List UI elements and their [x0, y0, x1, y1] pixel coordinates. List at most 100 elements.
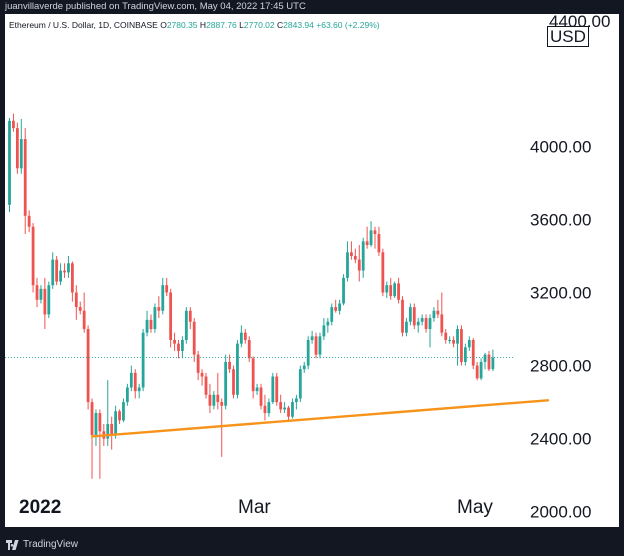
candle[interactable]	[267, 398, 271, 417]
candle[interactable]	[82, 292, 86, 333]
candle[interactable]	[287, 405, 290, 421]
candle[interactable]	[440, 292, 444, 337]
candle[interactable]	[35, 277, 39, 308]
candle[interactable]	[232, 365, 235, 399]
candle[interactable]	[377, 226, 381, 256]
candle[interactable]	[129, 365, 133, 392]
candle[interactable]	[487, 350, 491, 372]
candle[interactable]	[412, 303, 416, 330]
candle[interactable]	[302, 361, 306, 373]
candle[interactable]	[39, 285, 43, 304]
candle[interactable]	[259, 383, 263, 410]
candle[interactable]	[78, 301, 82, 315]
candle[interactable]	[90, 398, 94, 479]
candle[interactable]	[361, 237, 365, 278]
candle[interactable]	[416, 318, 420, 333]
candle[interactable]	[74, 285, 78, 320]
candle[interactable]	[145, 310, 149, 337]
candle[interactable]	[397, 277, 400, 304]
candle[interactable]	[365, 226, 369, 249]
candle[interactable]	[192, 318, 196, 362]
candle[interactable]	[169, 288, 173, 348]
candle[interactable]	[298, 365, 302, 403]
candle[interactable]	[385, 281, 389, 298]
candle[interactable]	[310, 330, 314, 344]
candle[interactable]	[188, 307, 192, 330]
candle[interactable]	[342, 274, 345, 306]
candle[interactable]	[228, 354, 231, 373]
candle[interactable]	[475, 361, 479, 381]
candle[interactable]	[98, 409, 102, 479]
candle[interactable]	[251, 356, 255, 399]
candle[interactable]	[200, 369, 204, 386]
candle[interactable]	[463, 343, 467, 366]
candle[interactable]	[373, 226, 377, 249]
candle[interactable]	[420, 314, 424, 326]
candle[interactable]	[12, 113, 15, 132]
candle[interactable]	[283, 402, 286, 414]
candle[interactable]	[184, 307, 188, 344]
candle[interactable]	[59, 263, 62, 286]
candle[interactable]	[157, 296, 161, 319]
candle[interactable]	[137, 383, 141, 399]
candle[interactable]	[460, 325, 463, 366]
candle[interactable]	[452, 336, 455, 348]
candle[interactable]	[204, 372, 208, 399]
candle[interactable]	[471, 338, 475, 370]
candle[interactable]	[55, 255, 59, 286]
candle[interactable]	[306, 336, 310, 370]
candle[interactable]	[118, 409, 121, 425]
candle[interactable]	[424, 314, 428, 333]
candle[interactable]	[122, 398, 125, 423]
candle[interactable]	[27, 210, 31, 233]
candle[interactable]	[236, 339, 239, 399]
candle[interactable]	[220, 398, 224, 457]
candle[interactable]	[353, 248, 357, 264]
candle[interactable]	[141, 329, 145, 392]
candle[interactable]	[479, 358, 483, 381]
candle[interactable]	[94, 409, 98, 446]
candle[interactable]	[263, 394, 267, 421]
candle[interactable]	[110, 416, 114, 450]
candle[interactable]	[67, 255, 70, 278]
candle[interactable]	[338, 299, 342, 315]
candle[interactable]	[483, 352, 487, 370]
candle[interactable]	[196, 350, 200, 381]
candle[interactable]	[114, 405, 118, 439]
candle[interactable]	[346, 241, 349, 282]
candle[interactable]	[216, 372, 220, 410]
candle[interactable]	[318, 332, 322, 359]
candle[interactable]	[133, 369, 137, 399]
candle[interactable]	[401, 296, 404, 337]
candle[interactable]	[126, 383, 129, 406]
candle[interactable]	[23, 128, 27, 235]
candle[interactable]	[408, 303, 412, 326]
candle[interactable]	[393, 281, 397, 298]
candle[interactable]	[255, 383, 259, 395]
candle[interactable]	[47, 281, 51, 319]
candle[interactable]	[448, 336, 452, 344]
candle[interactable]	[239, 325, 243, 348]
candle[interactable]	[70, 261, 74, 302]
candle[interactable]	[467, 336, 471, 351]
candle[interactable]	[173, 332, 176, 351]
candle[interactable]	[432, 307, 436, 322]
candle[interactable]	[350, 241, 353, 260]
candle[interactable]	[51, 252, 55, 289]
candle[interactable]	[436, 299, 440, 319]
candle[interactable]	[86, 325, 90, 410]
candle[interactable]	[322, 318, 326, 340]
candle[interactable]	[444, 329, 448, 344]
candle[interactable]	[491, 349, 495, 372]
currency-label[interactable]: USD	[547, 26, 589, 47]
candle[interactable]	[31, 223, 35, 293]
candle[interactable]	[294, 394, 298, 410]
candle[interactable]	[153, 303, 157, 333]
candle[interactable]	[405, 318, 408, 337]
candle[interactable]	[314, 332, 318, 359]
candle[interactable]	[15, 122, 19, 174]
candle[interactable]	[369, 221, 373, 247]
candle[interactable]	[275, 372, 279, 406]
candle[interactable]	[428, 314, 432, 348]
candle[interactable]	[243, 329, 247, 344]
